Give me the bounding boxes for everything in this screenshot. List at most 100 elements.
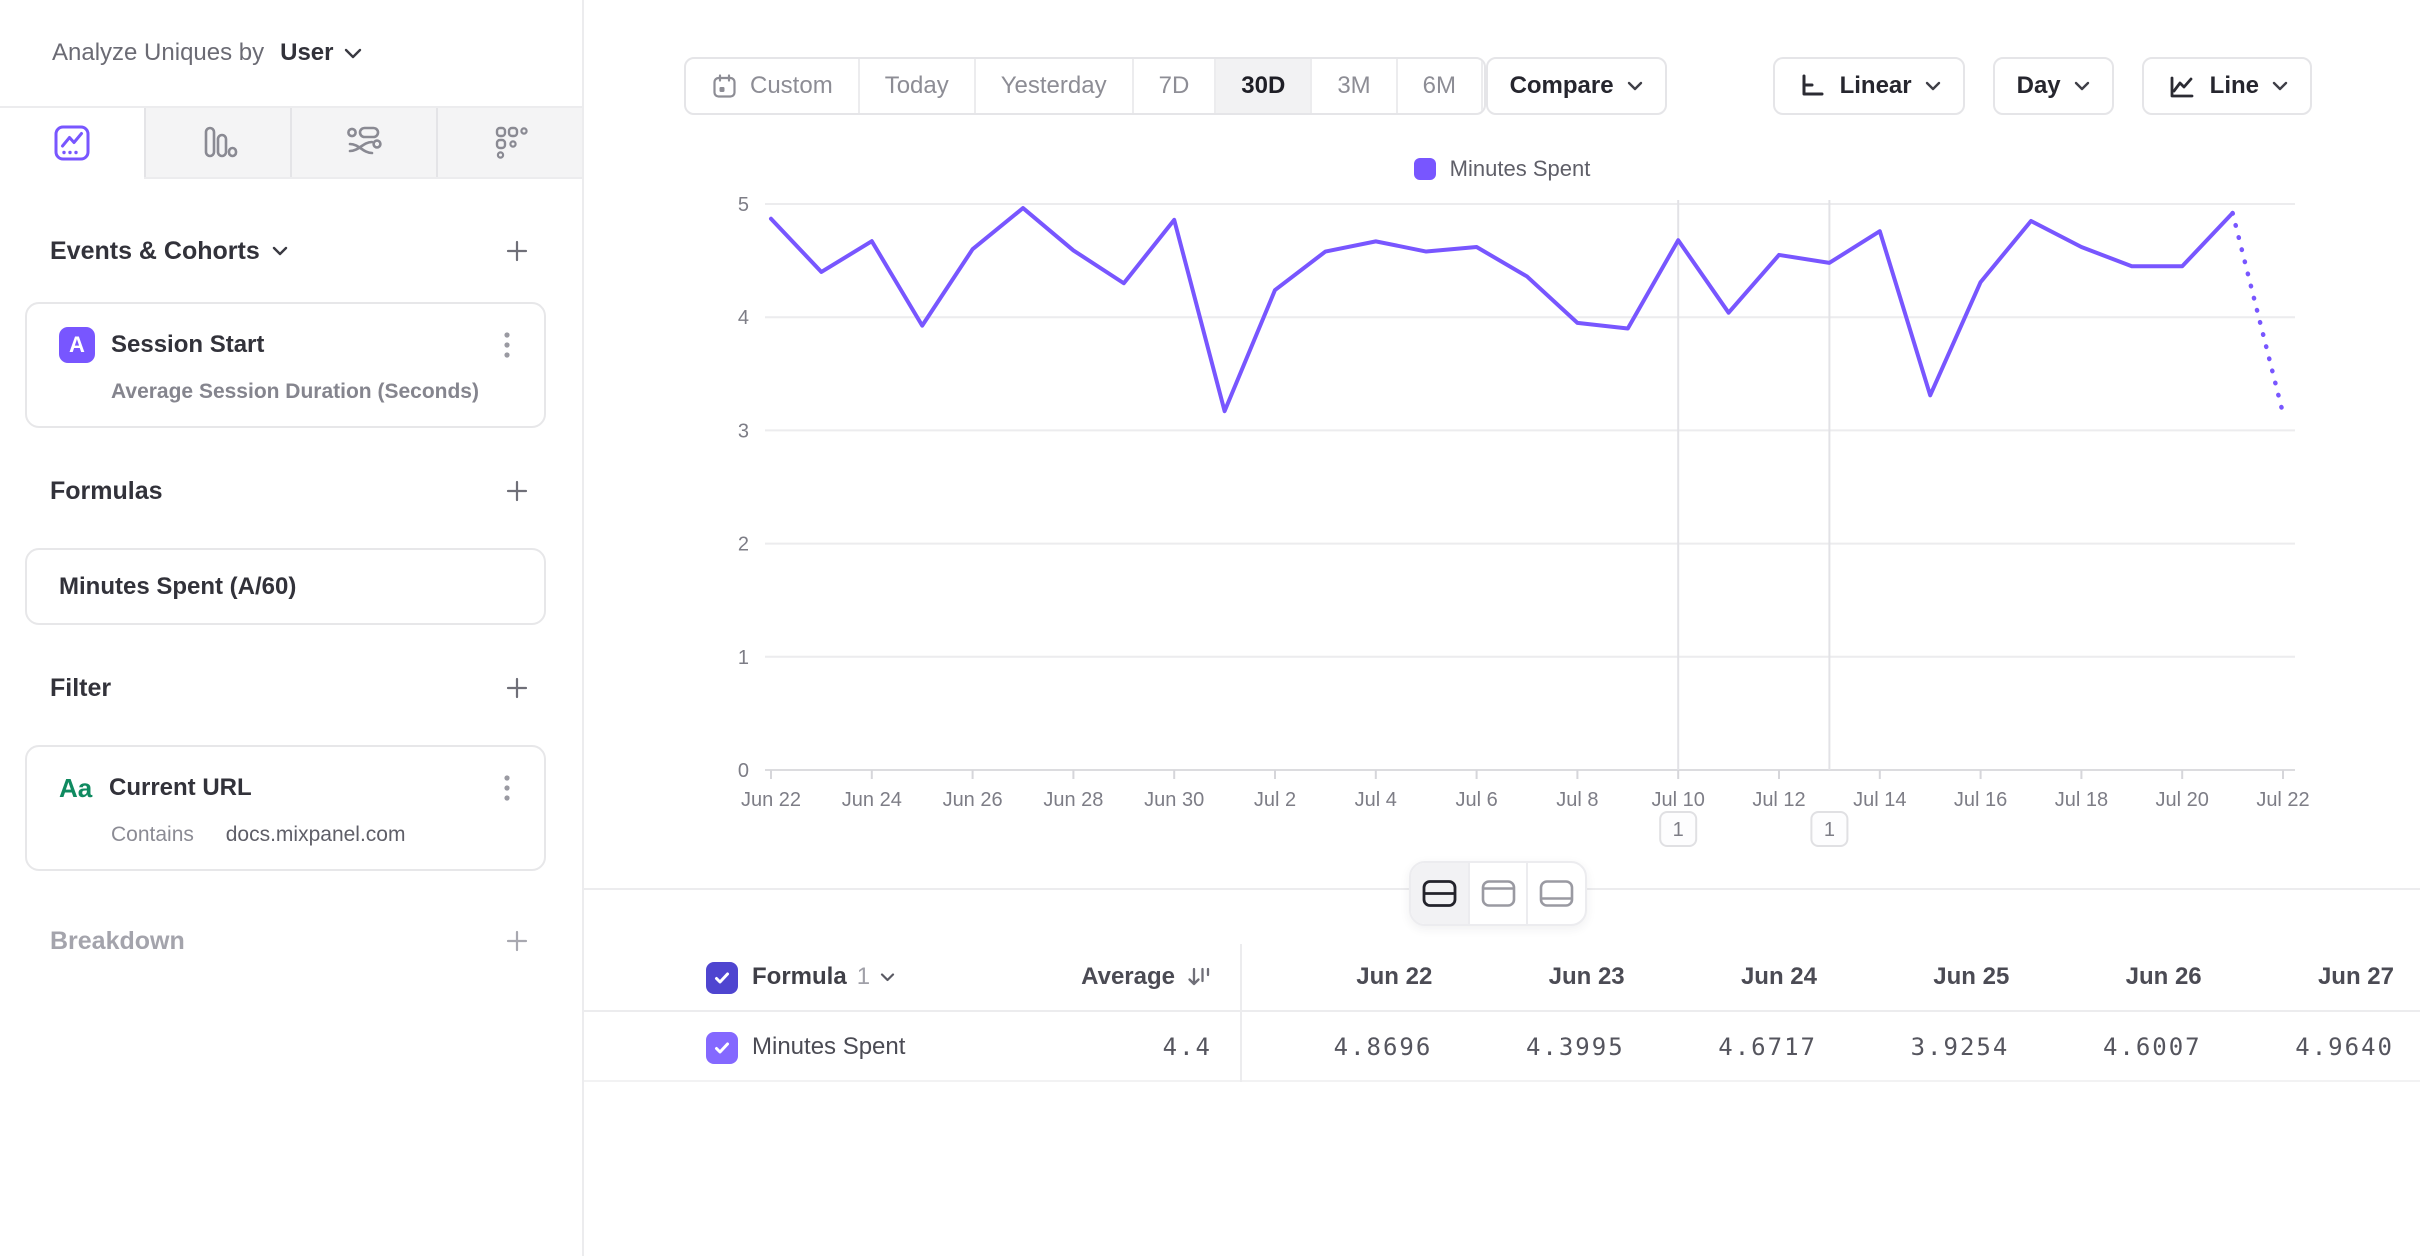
add-event-button[interactable] — [498, 232, 536, 270]
svg-text:Jun 28: Jun 28 — [1043, 789, 1103, 811]
cell-value: 3.9254 — [1910, 1033, 2010, 1061]
chevron-down-icon — [2074, 81, 2089, 91]
range-6m[interactable]: 6M — [1395, 59, 1481, 113]
svg-text:Jul 20: Jul 20 — [2156, 789, 2209, 811]
svg-text:Jun 22: Jun 22 — [741, 789, 801, 811]
date-column-headers: Jun 22 Jun 23 Jun 24 Jun 25 Jun 26 Jun 2… — [1240, 944, 2394, 1010]
range-12m[interactable]: 12M — [1481, 59, 1484, 113]
svg-text:Jul 16: Jul 16 — [1954, 789, 2007, 811]
chevron-down-icon — [272, 246, 287, 256]
kebab-icon — [504, 332, 510, 358]
average-value: 4.4 — [1162, 1033, 1212, 1061]
date-range-control: Custom Today Yesterday 7D 30D 3M 6M 12M — [684, 57, 1486, 115]
breakdown-section-title: Breakdown — [50, 926, 185, 955]
plus-icon — [506, 930, 528, 952]
select-all-checkbox[interactable] — [706, 962, 738, 994]
layout-split-view-button[interactable] — [1411, 863, 1468, 924]
event-card-session-start[interactable]: A Session Start Average Session Duration… — [25, 302, 546, 428]
cell-value: 4.6717 — [1718, 1033, 1817, 1061]
breakdown-section-header: Breakdown — [50, 918, 536, 964]
row-checkbox[interactable] — [706, 1032, 738, 1064]
filter-section-title: Filter — [50, 673, 112, 702]
plus-icon — [506, 677, 528, 699]
svg-text:Jul 6: Jul 6 — [1455, 789, 1497, 811]
date-column-header[interactable]: Jun 24 — [1740, 963, 1817, 990]
query-builder-sidebar: Analyze Uniques by User — [0, 0, 584, 1256]
formula-expression: Minutes Spent (A/60) — [59, 572, 297, 600]
range-3m[interactable]: 3M — [1310, 59, 1395, 113]
analyze-uniques-row: Analyze Uniques by User — [0, 0, 582, 106]
svg-text:0: 0 — [738, 760, 749, 782]
formula-card[interactable]: Minutes Spent (A/60) — [25, 548, 546, 625]
tab-insights[interactable] — [0, 108, 144, 179]
svg-text:Jun 24: Jun 24 — [842, 789, 902, 811]
compare-button[interactable]: Compare — [1485, 57, 1667, 115]
filter-menu-button[interactable] — [498, 769, 516, 807]
tab-flows[interactable] — [290, 108, 436, 177]
chart-type-selector[interactable]: Line — [2141, 57, 2312, 115]
svg-text:Jul 18: Jul 18 — [2055, 789, 2108, 811]
date-column-header[interactable]: Jun 25 — [1933, 963, 2010, 990]
formula-group-header[interactable]: Formula 1 — [752, 944, 895, 1010]
tab-retention[interactable] — [436, 108, 582, 177]
cell-value: 4.3995 — [1525, 1033, 1625, 1061]
bottom-panel-icon — [1539, 880, 1574, 907]
date-column-header[interactable]: Jun 23 — [1548, 963, 1625, 990]
range-30d[interactable]: 30D — [1214, 59, 1311, 113]
flows-tab-icon — [347, 126, 382, 154]
range-today[interactable]: Today — [857, 59, 974, 113]
report-type-tabs — [0, 106, 582, 179]
chevron-down-icon — [880, 972, 895, 981]
date-column-header[interactable]: Jun 26 — [2125, 963, 2202, 990]
svg-text:Jun 26: Jun 26 — [943, 789, 1003, 811]
linear-axis-icon — [1802, 74, 1824, 96]
filter-card-current-url[interactable]: Aa Current URL Contains docs.mixpanel.co… — [25, 745, 546, 871]
svg-text:Jul 12: Jul 12 — [1752, 789, 1805, 811]
range-custom[interactable]: Custom — [686, 59, 858, 113]
add-filter-button[interactable] — [498, 669, 536, 707]
svg-text:1: 1 — [738, 647, 749, 669]
line-chart-tab-icon — [54, 125, 90, 160]
layout-table-view-button[interactable] — [1526, 863, 1585, 924]
svg-text:1: 1 — [1673, 819, 1684, 841]
formulas-section-title: Formulas — [50, 476, 163, 505]
events-section-title[interactable]: Events & Cohorts — [50, 237, 288, 266]
date-column-header[interactable]: Jun 27 — [2317, 963, 2394, 990]
table-row-minutes-spent: Minutes Spent 4.4 4.8696 4.3995 4.6717 3… — [584, 1014, 2420, 1082]
date-column-header[interactable]: Jun 22 — [1356, 963, 1433, 990]
svg-text:2: 2 — [738, 534, 749, 556]
top-panel-icon — [1481, 880, 1515, 907]
series-values: 4.8696 4.3995 4.6717 3.9254 4.6007 4.964… — [1240, 1014, 2394, 1080]
analyze-uniques-value: User — [280, 39, 334, 66]
svg-text:Jul 2: Jul 2 — [1254, 789, 1296, 811]
interval-selector[interactable]: Day — [1992, 57, 2114, 115]
range-yesterday[interactable]: Yesterday — [973, 59, 1132, 113]
series-label: Minutes Spent — [752, 1033, 906, 1060]
svg-text:4: 4 — [738, 307, 749, 329]
split-view-icon — [1422, 880, 1457, 907]
check-icon — [715, 972, 729, 984]
add-formula-button[interactable] — [498, 472, 536, 510]
range-7d[interactable]: 7D — [1131, 59, 1215, 113]
line-chart-icon — [2170, 76, 2194, 97]
average-column-header[interactable]: Average — [944, 944, 1212, 1010]
event-aggregation[interactable]: Average Session Duration (Seconds) — [111, 380, 479, 403]
filter-condition[interactable]: Contains docs.mixpanel.com — [111, 823, 544, 847]
cell-value: 4.9640 — [2295, 1033, 2394, 1061]
svg-text:Jul 8: Jul 8 — [1556, 789, 1598, 811]
layout-chart-view-button[interactable] — [1467, 863, 1527, 924]
svg-text:3: 3 — [738, 420, 749, 442]
tab-funnels[interactable] — [144, 108, 290, 177]
add-breakdown-button[interactable] — [498, 922, 536, 960]
analyze-uniques-label: Analyze Uniques by — [52, 39, 265, 66]
svg-text:Jul 22: Jul 22 — [2256, 789, 2309, 811]
chevron-down-icon — [344, 48, 361, 58]
string-property-icon: Aa — [59, 772, 93, 803]
formulas-section-header: Formulas — [50, 468, 536, 514]
event-menu-button[interactable] — [498, 326, 516, 364]
line-chart[interactable]: 0 1 2 3 4 5 1 1 Jun 22 Jun 24 Jun 26 Jun 28 Jun 30 Ju… — [584, 136, 2420, 860]
svg-text:Jul 10: Jul 10 — [1652, 789, 1705, 811]
analyze-uniques-selector[interactable]: User — [280, 39, 361, 67]
scale-selector[interactable]: Linear — [1772, 57, 1965, 115]
table-column-divider — [1240, 944, 1242, 1082]
